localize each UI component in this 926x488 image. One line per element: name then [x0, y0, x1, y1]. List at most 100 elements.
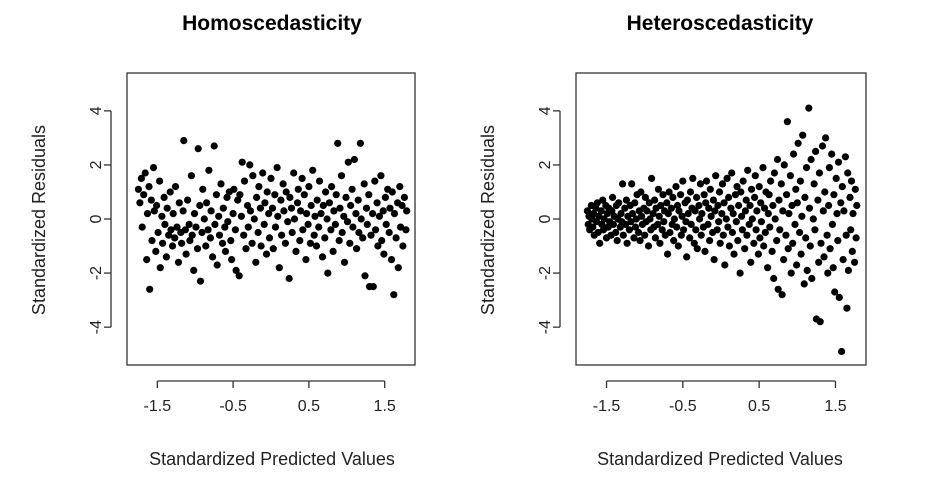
data-point: [343, 218, 352, 226]
data-point: [386, 204, 394, 212]
data-point: [616, 223, 624, 231]
data-point: [357, 215, 365, 223]
data-point: [773, 237, 781, 245]
data-point: [838, 183, 846, 191]
data-point: [752, 226, 760, 234]
data-point: [138, 223, 146, 231]
data-point: [275, 264, 283, 272]
data-point: [666, 228, 674, 237]
data-point: [807, 155, 815, 164]
data-point: [774, 285, 782, 293]
data-point: [593, 199, 602, 207]
data-point: [281, 239, 289, 247]
data-point: [778, 291, 786, 299]
data-point: [738, 226, 747, 234]
data-point: [825, 201, 833, 210]
data-point: [223, 193, 231, 201]
data-point: [706, 237, 714, 245]
data-point: [600, 215, 608, 223]
data-point: [373, 199, 381, 207]
data-point: [765, 191, 773, 199]
data-point: [831, 288, 839, 296]
data-point: [583, 207, 592, 215]
scatter-points: [583, 104, 861, 356]
data-point: [644, 242, 653, 250]
data-point: [718, 210, 726, 218]
data-point: [243, 201, 252, 210]
data-point: [340, 212, 348, 220]
data-point: [753, 207, 761, 215]
chart-title: Homoscedasticity: [182, 12, 362, 35]
data-point: [312, 242, 321, 250]
data-point: [802, 234, 810, 242]
data-point: [253, 193, 261, 201]
data-point: [321, 234, 329, 242]
data-point: [751, 193, 759, 201]
data-point: [159, 239, 167, 247]
data-point: [361, 272, 369, 280]
data-point: [844, 266, 853, 274]
data-point: [315, 177, 324, 185]
data-point: [277, 196, 285, 204]
data-point: [163, 204, 171, 212]
data-point: [613, 237, 621, 245]
data-point: [269, 245, 277, 253]
data-point: [690, 239, 698, 247]
data-point: [593, 218, 601, 226]
data-point: [796, 177, 805, 185]
data-point: [733, 183, 741, 191]
data-point: [322, 188, 330, 196]
data-point: [207, 207, 215, 215]
data-point: [619, 231, 627, 239]
data-point: [788, 201, 796, 210]
data-point: [775, 196, 783, 204]
data-point: [695, 201, 703, 210]
x-tick-label: 0.5: [748, 398, 770, 415]
plot-frame: [126, 72, 416, 366]
data-point: [327, 226, 335, 234]
data-point: [710, 256, 718, 264]
data-point: [597, 207, 605, 215]
data-point: [720, 199, 728, 207]
data-point: [814, 196, 822, 204]
data-point: [204, 226, 212, 234]
data-point: [371, 177, 379, 185]
data-point: [317, 210, 325, 218]
data-point: [369, 210, 377, 218]
data-point: [255, 183, 263, 191]
data-point: [789, 239, 797, 247]
data-point: [621, 204, 629, 212]
data-point: [802, 164, 811, 172]
data-point: [806, 242, 814, 250]
data-point: [764, 264, 772, 272]
data-point: [402, 226, 410, 234]
data-point: [147, 196, 155, 204]
y-tick-label: 4: [88, 106, 105, 115]
data-point: [670, 215, 679, 223]
data-point: [374, 242, 382, 250]
data-point: [271, 223, 280, 231]
data-point: [741, 245, 749, 253]
data-point: [134, 185, 142, 193]
data-point: [215, 231, 224, 239]
data-point: [325, 199, 333, 207]
data-point: [265, 234, 274, 242]
data-point: [718, 180, 727, 188]
data-point: [150, 207, 158, 215]
data-point: [631, 223, 640, 231]
data-point: [686, 188, 695, 196]
data-point: [657, 201, 665, 210]
data-point: [329, 247, 337, 255]
data-point: [760, 242, 768, 250]
data-point: [761, 228, 769, 237]
data-point: [199, 185, 207, 193]
data-point: [390, 210, 399, 218]
data-point: [816, 318, 824, 326]
data-point: [221, 247, 230, 255]
data-point: [192, 223, 200, 231]
data-point: [631, 199, 639, 207]
data-point: [711, 207, 719, 215]
data-point: [808, 274, 816, 283]
data-point: [182, 250, 190, 258]
data-point: [793, 199, 801, 207]
